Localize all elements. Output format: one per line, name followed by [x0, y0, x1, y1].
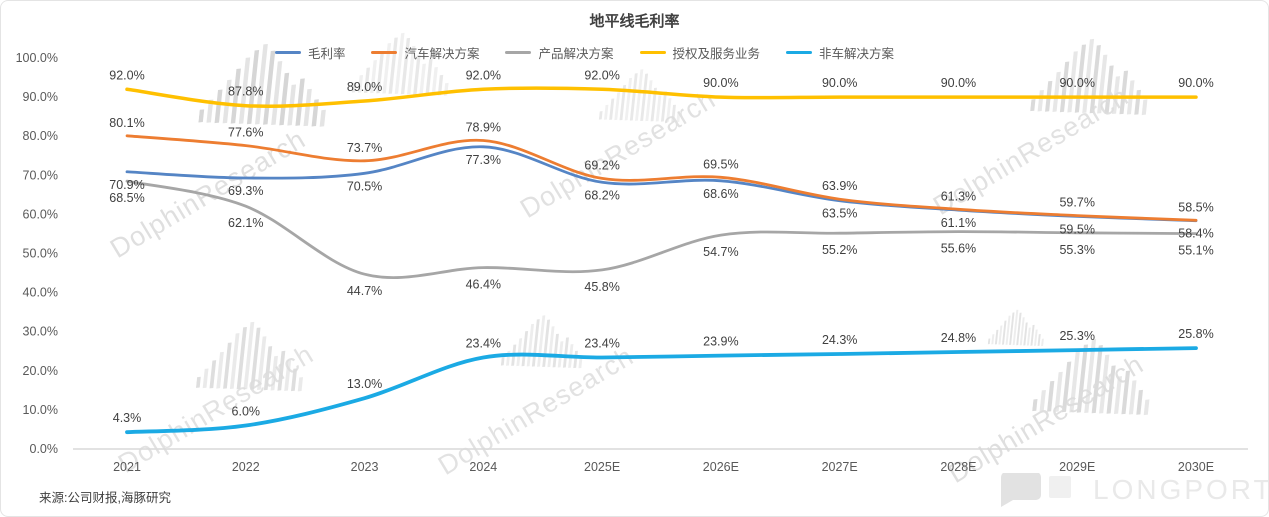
data-label-series-0: 63.5% — [822, 207, 857, 221]
data-label-series-2: 46.4% — [466, 278, 501, 292]
data-label-series-4: 24.8% — [941, 331, 976, 345]
longport-speech-bubble-icon — [1001, 473, 1071, 507]
x-axis-tick-label: 2024 — [469, 460, 497, 474]
legend-item-3: 授权及服务业务 — [639, 43, 761, 62]
data-label-series-3: 90.0% — [941, 76, 976, 90]
legend-item-2: 产品解决方案 — [505, 43, 614, 62]
data-label-series-3: 90.0% — [1178, 76, 1213, 90]
data-label-series-3: 90.0% — [703, 76, 738, 90]
y-axis-tick-label: 50.0% — [23, 247, 58, 261]
data-label-series-1: 77.6% — [228, 126, 263, 140]
x-axis-tick-label: 2025E — [584, 460, 620, 474]
series-line-4 — [125, 346, 1198, 435]
y-axis-tick-label: 40.0% — [23, 286, 58, 300]
y-axis-tick-label: 70.0% — [23, 168, 58, 182]
legend-swatch-icon — [505, 50, 532, 55]
legend-swatch-icon — [371, 50, 398, 55]
y-axis-tick-label: 90.0% — [23, 90, 58, 104]
series-line-2 — [125, 179, 1198, 280]
data-label-series-1: 78.9% — [466, 121, 501, 135]
data-label-series-2: 68.5% — [109, 191, 144, 205]
data-label-series-1: 80.1% — [109, 116, 144, 130]
data-label-series-0: 58.4% — [1178, 227, 1213, 241]
data-label-series-0: 70.9% — [109, 178, 144, 192]
data-label-series-2: 54.7% — [703, 245, 738, 259]
data-label-series-3: 89.0% — [347, 80, 382, 94]
data-label-series-4: 23.4% — [584, 337, 619, 351]
y-axis-tick-label: 10.0% — [23, 403, 58, 417]
data-label-series-0: 61.1% — [941, 216, 976, 230]
data-label-series-1: 58.5% — [1178, 200, 1213, 214]
x-axis-tick-label: 2026E — [703, 460, 739, 474]
data-label-series-4: 4.3% — [113, 411, 142, 425]
data-label-series-1: 73.7% — [347, 141, 382, 155]
y-axis-tick-label: 60.0% — [23, 207, 58, 221]
data-label-series-4: 13.0% — [347, 377, 382, 391]
data-label-series-3: 92.0% — [109, 68, 144, 82]
x-axis-tick-label: 2028E — [940, 460, 976, 474]
data-label-series-2: 55.3% — [1059, 243, 1094, 257]
data-label-series-4: 23.9% — [703, 335, 738, 349]
data-label-series-3: 92.0% — [584, 68, 619, 82]
legend-item-0: 毛利率 — [274, 43, 346, 62]
source-note: 来源:公司财报,海豚研究 — [39, 491, 171, 505]
legend-label: 授权及服务业务 — [672, 47, 761, 61]
data-label-series-3: 92.0% — [466, 68, 501, 82]
legend-swatch-icon — [786, 50, 813, 55]
data-label-series-4: 6.0% — [232, 405, 261, 419]
legend-label: 毛利率 — [307, 47, 346, 61]
data-label-series-0: 70.5% — [347, 179, 382, 193]
y-axis-tick-label: 30.0% — [23, 325, 58, 339]
legend-swatch-icon — [639, 50, 666, 55]
legend-label: 汽车解决方案 — [404, 47, 480, 61]
chart-title: 地平线毛利率 — [589, 13, 680, 30]
longport-logo: LONGPORT — [997, 473, 1269, 509]
y-axis-tick-label: 0.0% — [30, 442, 59, 456]
series-line-1 — [125, 134, 1198, 222]
data-label-series-3: 90.0% — [822, 76, 857, 90]
data-label-series-0: 68.6% — [703, 187, 738, 201]
data-label-series-4: 23.4% — [466, 337, 501, 351]
data-label-series-3: 90.0% — [1059, 76, 1094, 90]
data-label-series-0: 69.3% — [228, 184, 263, 198]
y-axis-tick-label: 100.0% — [16, 51, 58, 65]
data-label-series-0: 68.2% — [584, 188, 619, 202]
data-label-series-1: 69.5% — [703, 157, 738, 171]
data-label-series-2: 44.7% — [347, 284, 382, 298]
data-label-series-4: 24.3% — [822, 333, 857, 347]
data-label-series-2: 45.8% — [584, 280, 619, 294]
data-label-series-1: 59.7% — [1059, 196, 1094, 210]
x-axis-tick-label: 2023 — [351, 460, 379, 474]
y-axis-tick-label: 80.0% — [23, 129, 58, 143]
data-label-series-2: 55.2% — [822, 243, 857, 257]
data-label-series-1: 69.2% — [584, 158, 619, 172]
data-label-series-3: 87.8% — [228, 85, 263, 99]
data-label-series-4: 25.8% — [1178, 327, 1213, 341]
x-axis-tick-label: 2021 — [113, 460, 141, 474]
data-label-series-0: 77.3% — [466, 153, 501, 167]
legend-swatch-icon — [274, 50, 301, 55]
series-line-3 — [125, 86, 1198, 108]
x-axis-tick-label: 2027E — [822, 460, 858, 474]
legend-item-4: 非车解决方案 — [786, 43, 894, 62]
data-label-series-1: 61.3% — [941, 189, 976, 203]
data-label-series-4: 25.3% — [1059, 329, 1094, 343]
data-label-series-1: 63.9% — [822, 179, 857, 193]
series-line-0 — [125, 145, 1198, 223]
legend-item-1: 汽车解决方案 — [371, 43, 479, 62]
x-axis-tick-label: 2029E — [1059, 460, 1095, 474]
x-axis-tick-label: 2022 — [232, 460, 260, 474]
legend-label: 非车解决方案 — [819, 47, 895, 61]
legend-label: 产品解决方案 — [538, 47, 614, 61]
data-label-series-2: 55.6% — [941, 242, 976, 256]
y-axis-tick-label: 20.0% — [23, 364, 58, 378]
data-label-series-0: 59.5% — [1059, 222, 1094, 236]
data-label-series-2: 55.1% — [1178, 244, 1213, 258]
longport-wordmark: LONGPORT — [1093, 474, 1269, 505]
chart-legend: 毛利率 汽车解决方案 产品解决方案 授权及服务业务 非车解决方案 — [1, 43, 1168, 62]
data-label-series-2: 62.1% — [228, 216, 263, 230]
x-axis-tick-label: 2030E — [1178, 460, 1214, 474]
